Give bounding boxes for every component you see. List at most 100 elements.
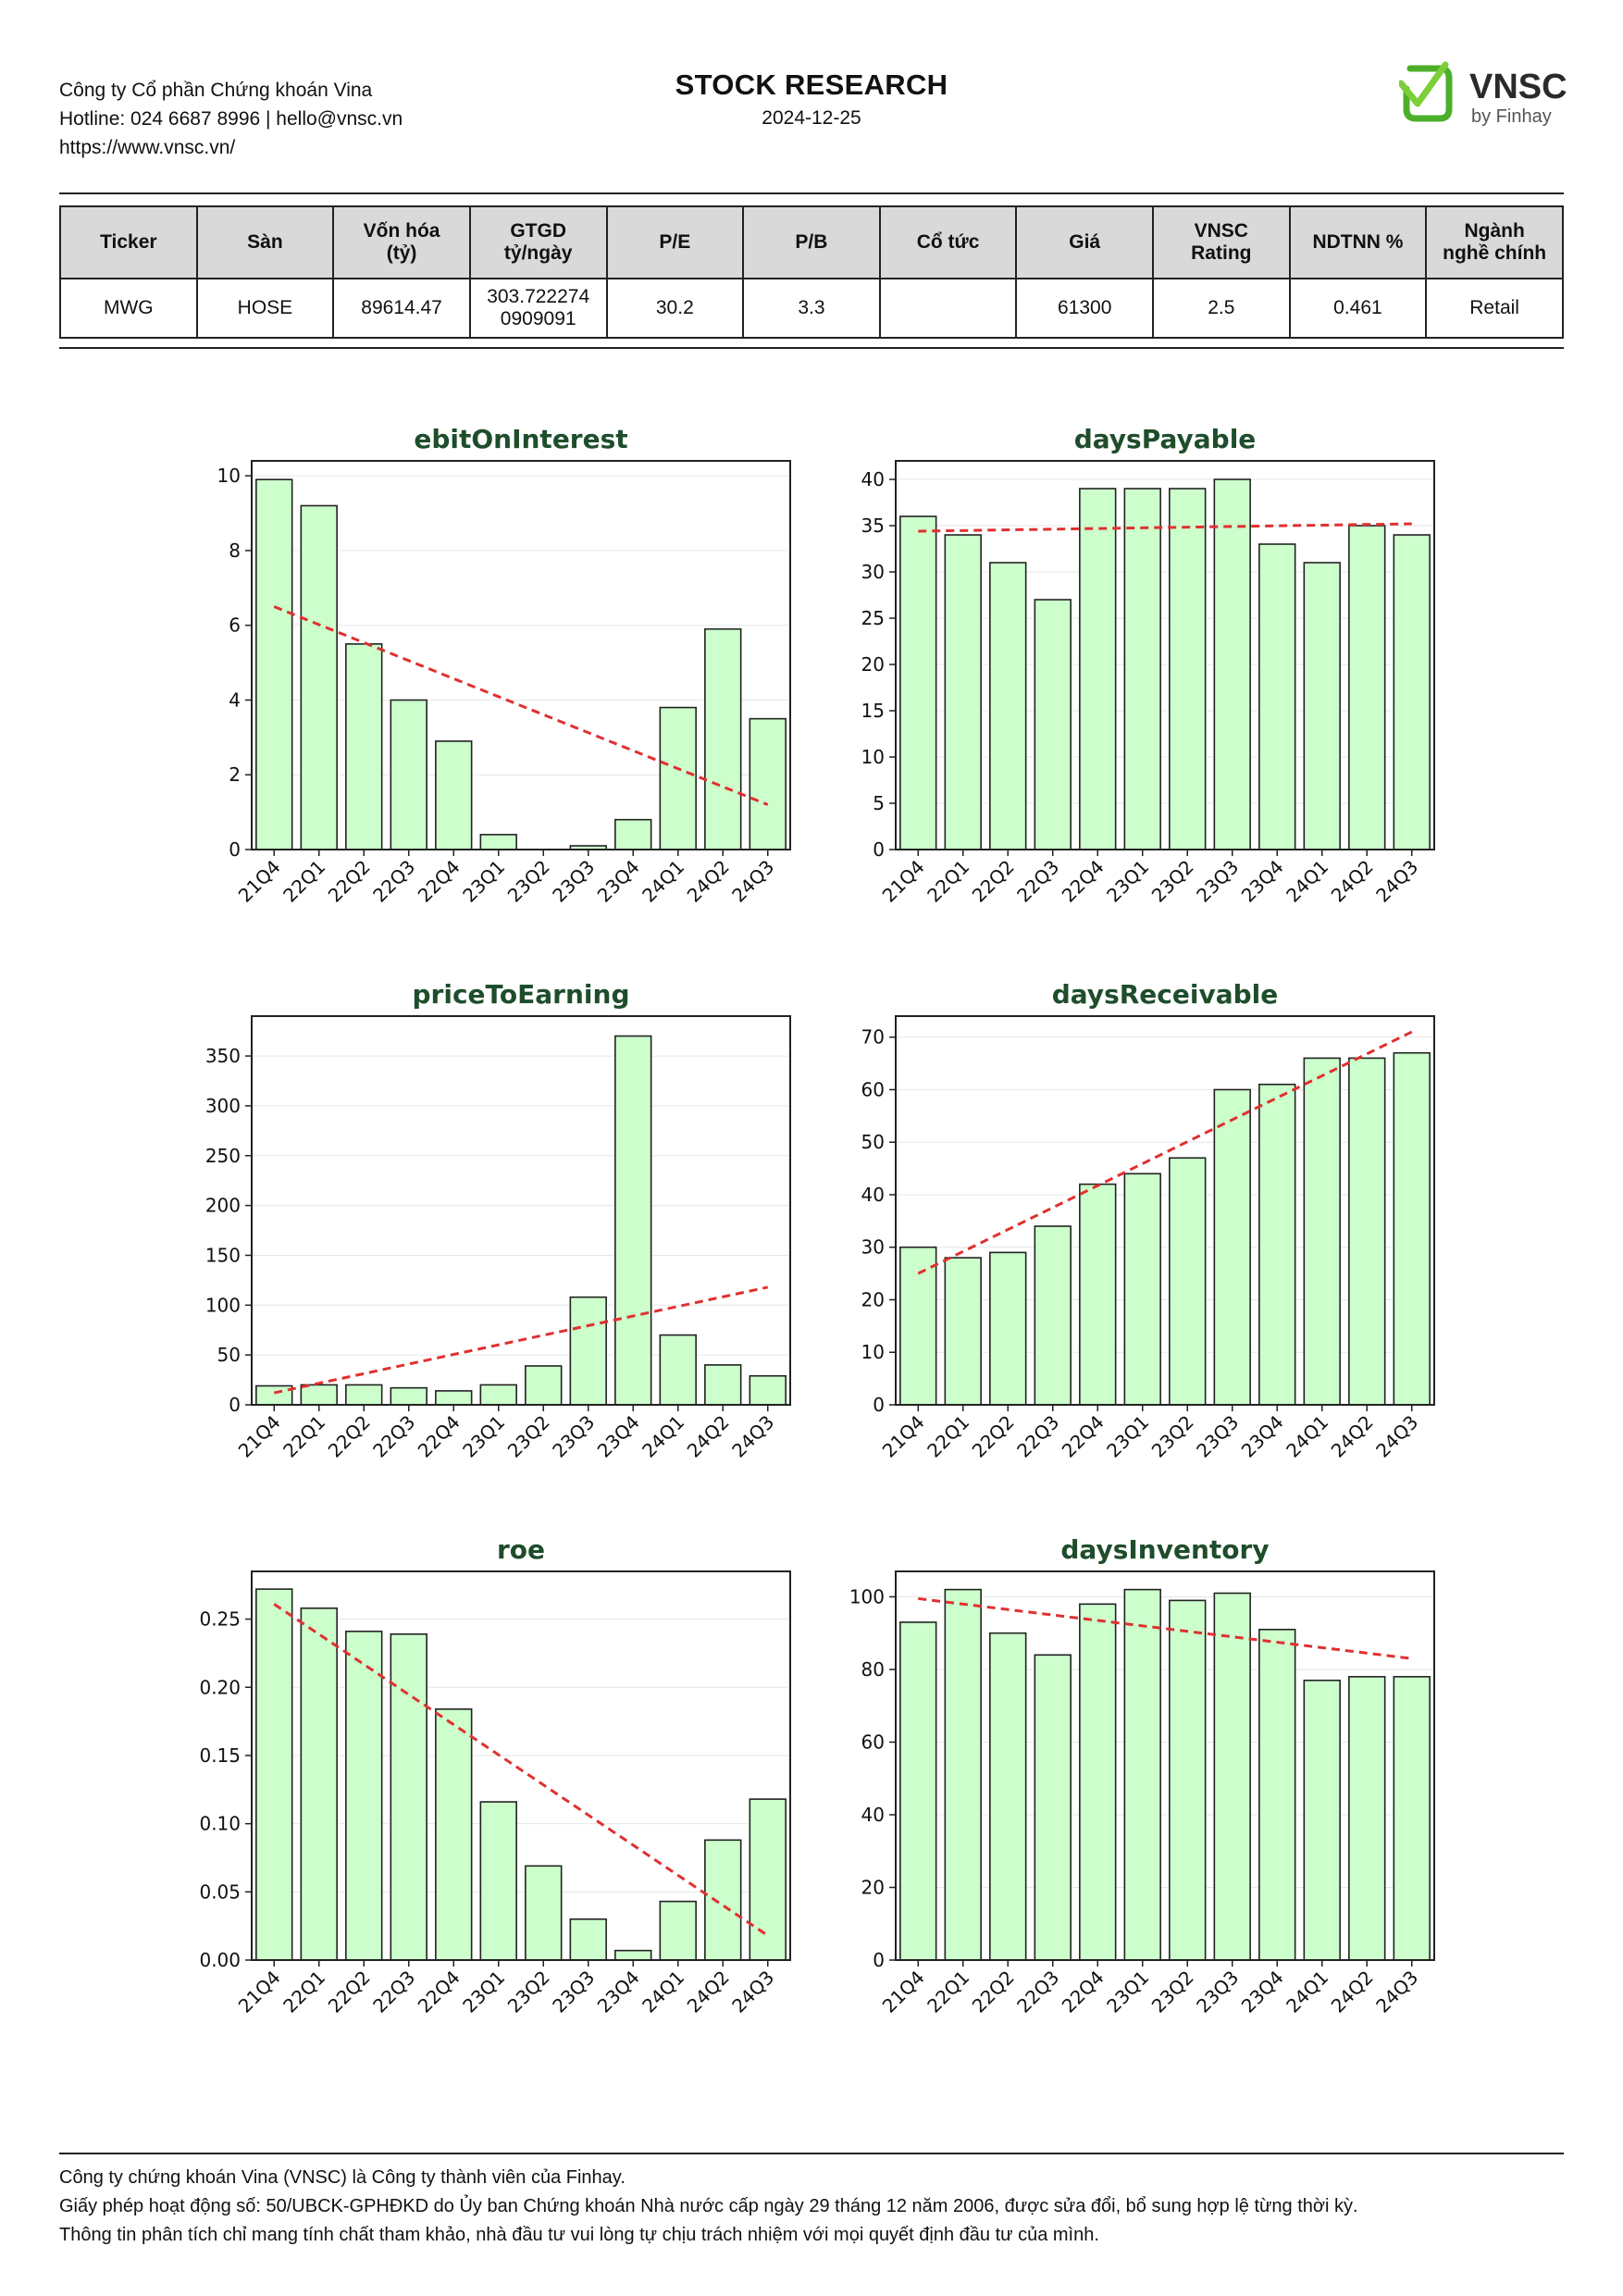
x-tick-label: 23Q3 bbox=[548, 1411, 599, 1462]
bar-23Q1 bbox=[1123, 1588, 1161, 1961]
x-tick-label: 24Q1 bbox=[638, 856, 688, 907]
x-tick-label: 22Q3 bbox=[368, 1411, 419, 1462]
bar-22Q2 bbox=[989, 562, 1027, 850]
bar-23Q1 bbox=[479, 1384, 517, 1406]
chart-svg: ebitOnInterest 0 2 4 6 8 10 21Q422Q122Q222Q322Q… bbox=[217, 424, 791, 907]
chart-roe: roe 0.00 0.05 0.10 0.15 0.20 0.25 21Q4 22Q1 22Q2 2… bbox=[194, 1533, 791, 2051]
y-tick-label: 20 bbox=[861, 653, 885, 676]
col-pb: P/B bbox=[742, 205, 881, 279]
x-tick-label: 24Q3 bbox=[727, 1967, 778, 2017]
bar-21Q4 bbox=[899, 515, 937, 850]
col-foreign-ownership: NDTNN % bbox=[1288, 205, 1428, 279]
chart-svg: daysPayable051015202530354021Q422Q122Q22… bbox=[861, 424, 1435, 907]
y-tick-label: 150 bbox=[205, 1244, 241, 1266]
trend-line bbox=[917, 1030, 1413, 1275]
plot-frame bbox=[895, 1015, 1435, 1406]
bar-22Q1 bbox=[300, 504, 338, 850]
y-tick-label: 70 bbox=[861, 1026, 885, 1049]
bar-24Q1 bbox=[1303, 1057, 1341, 1406]
cell-pb: 3.3 bbox=[742, 278, 881, 339]
y-tick-label: 0.15 bbox=[199, 1744, 241, 1767]
x-tick-label: 23Q3 bbox=[548, 856, 599, 907]
y-tick-label: 8 bbox=[229, 540, 241, 562]
col-price: Giá bbox=[1015, 205, 1154, 279]
y-tick-label: 30 bbox=[861, 1236, 885, 1259]
report-title: STOCK RESEARCH bbox=[675, 68, 948, 101]
chart-title: priceToEarning bbox=[413, 979, 630, 1010]
bar-24Q2 bbox=[1348, 525, 1386, 850]
x-tick-label: 23Q1 bbox=[458, 856, 509, 907]
logo-subtext: by Finhay bbox=[1471, 106, 1552, 127]
plot-frame bbox=[251, 460, 791, 850]
bar-23Q4 bbox=[614, 818, 652, 850]
y-tick-label: 60 bbox=[861, 1078, 885, 1100]
bar-23Q4 bbox=[614, 1035, 652, 1406]
footer-divider bbox=[59, 2153, 1564, 2154]
chart-title: daysInventory bbox=[1060, 1534, 1269, 1565]
bar-23Q4 bbox=[614, 1949, 652, 1961]
x-tick-label: 23Q2 bbox=[503, 1411, 554, 1462]
chart-title: daysReceivable bbox=[1052, 979, 1279, 1010]
bar-23Q4 bbox=[1258, 1083, 1296, 1406]
report-date: 2024-12-25 bbox=[762, 107, 861, 129]
cell-pe: 30.2 bbox=[605, 278, 745, 339]
bar-22Q4 bbox=[1079, 1183, 1117, 1406]
bar-22Q2 bbox=[345, 1384, 383, 1406]
x-tick-label: 22Q1 bbox=[279, 856, 329, 907]
chart-title: daysPayable bbox=[1074, 424, 1257, 454]
bar-23Q3 bbox=[1213, 1592, 1251, 1961]
bar-24Q3 bbox=[749, 717, 787, 850]
x-tick-label: 23Q2 bbox=[503, 1967, 554, 2017]
bar-24Q3 bbox=[1393, 1051, 1431, 1406]
x-tick-label: 23Q2 bbox=[1147, 1411, 1198, 1462]
x-tick-label: 23Q4 bbox=[593, 1967, 644, 2017]
chart-days-receivable: daysReceivable 0 10 20 30 40 50 60 70 21Q4 22Q1 22Q… bbox=[838, 977, 1435, 1496]
x-tick-label: 23Q4 bbox=[1237, 1411, 1288, 1462]
col-industry: Ngành nghề chính bbox=[1425, 205, 1564, 279]
y-tick-label: 20 bbox=[861, 1876, 885, 1898]
bar-23Q2 bbox=[525, 1865, 563, 1961]
x-tick-label: 24Q1 bbox=[1282, 1967, 1332, 2017]
trend-line bbox=[273, 605, 769, 806]
plot-frame bbox=[251, 1015, 791, 1406]
x-tick-label: 23Q3 bbox=[548, 1967, 599, 2017]
bar-22Q1 bbox=[944, 1257, 982, 1406]
x-tick-label: 22Q4 bbox=[1058, 1411, 1109, 1462]
y-tick-label: 10 bbox=[217, 465, 241, 487]
bar-22Q2 bbox=[989, 1251, 1027, 1406]
bar-23Q1 bbox=[1123, 488, 1161, 850]
x-tick-label: 24Q2 bbox=[683, 1967, 734, 2017]
x-tick-label: 23Q2 bbox=[503, 856, 554, 907]
x-tick-label: 22Q2 bbox=[324, 1411, 375, 1462]
x-tick-label: 22Q4 bbox=[1058, 1967, 1109, 2017]
y-tick-label: 10 bbox=[861, 1341, 885, 1363]
trend-line bbox=[273, 1285, 769, 1395]
bar-24Q1 bbox=[659, 1900, 697, 1961]
x-tick-label: 23Q4 bbox=[1237, 1967, 1288, 2017]
bar-24Q2 bbox=[704, 1839, 742, 1961]
y-tick-label: 0 bbox=[229, 838, 241, 861]
col-rating: VNSC Rating bbox=[1152, 205, 1291, 279]
y-tick-label: 100 bbox=[849, 1585, 885, 1607]
bar-22Q4 bbox=[1079, 488, 1117, 850]
bar-22Q3 bbox=[390, 1386, 427, 1406]
chart-price-to-earning: priceToEarning 0 50 100 150 200 250 300 350 21Q4 2… bbox=[194, 977, 791, 1496]
cell-industry: Retail bbox=[1425, 278, 1564, 339]
x-tick-label: 21Q4 bbox=[878, 1967, 929, 2017]
bar-22Q3 bbox=[1034, 1225, 1072, 1406]
company-hotline: Hotline: 024 6687 8996 | hello@vnsc.vn bbox=[59, 108, 403, 130]
x-tick-label: 22Q2 bbox=[324, 856, 375, 907]
x-tick-label: 23Q4 bbox=[593, 1411, 644, 1462]
company-info: Công ty Cổ phần Chứng khoán Vina Hotline… bbox=[59, 76, 403, 162]
x-tick-label: 21Q4 bbox=[878, 856, 929, 907]
x-tick-label: 23Q3 bbox=[1192, 1411, 1243, 1462]
y-tick-label: 40 bbox=[861, 1804, 885, 1826]
x-tick-label: 21Q4 bbox=[234, 1411, 285, 1462]
col-ticker: Ticker bbox=[59, 205, 198, 279]
bar-22Q3 bbox=[1034, 599, 1072, 850]
y-tick-label: 60 bbox=[861, 1731, 885, 1753]
cell-ticker: MWG bbox=[59, 278, 198, 339]
x-tick-label: 24Q2 bbox=[1327, 1411, 1378, 1462]
chart-ebit-on-interest: ebitOnInterest 0 2 4 6 8 10 21Q4 22Q1 22Q2 22Q3 22Q… bbox=[194, 422, 791, 940]
x-tick-label: 23Q1 bbox=[1102, 1967, 1153, 2017]
